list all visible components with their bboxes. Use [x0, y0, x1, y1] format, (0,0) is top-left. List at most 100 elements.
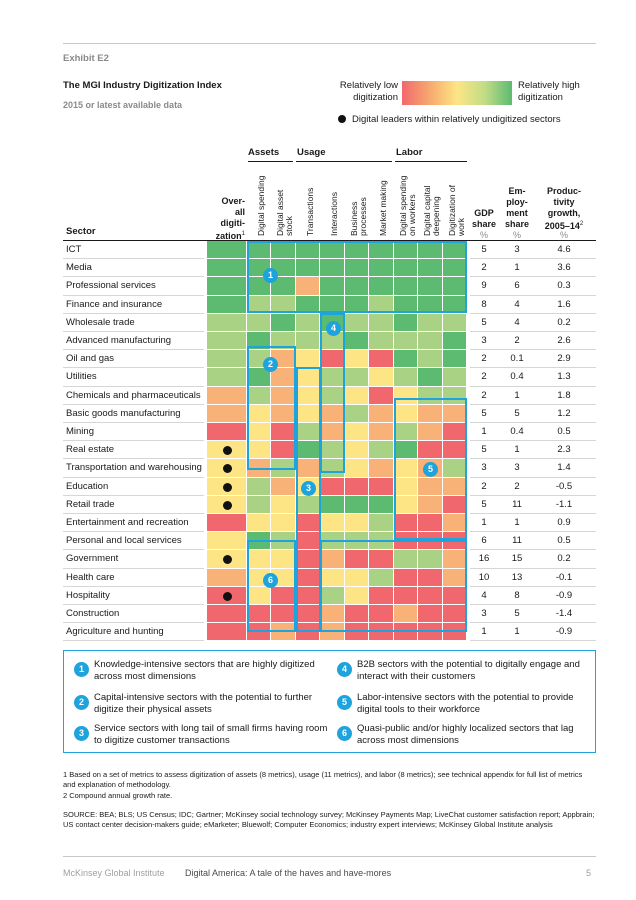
prod-value: 0.5 [557, 426, 571, 437]
highlight-box-6-assets [247, 540, 296, 632]
metric-cell [443, 350, 467, 369]
row-divider [63, 622, 204, 624]
metric-cell [369, 550, 394, 569]
key-badge-4: 4 [337, 662, 352, 677]
header-gdp: GDP share [471, 208, 497, 229]
highlight-box-4 [320, 313, 345, 473]
metric-cell [345, 277, 369, 296]
metric-cell [320, 550, 345, 569]
metric-cell [247, 423, 271, 442]
metric-cell [247, 313, 271, 332]
metric-cell [369, 259, 394, 278]
metric-cell [394, 568, 418, 587]
metric-cell [394, 277, 418, 296]
metric-cell [345, 368, 369, 387]
metric-cell [443, 623, 467, 642]
prod-value: 2.6 [557, 335, 571, 346]
row-divider [63, 531, 204, 533]
overall-digitization-cell [207, 514, 247, 533]
digital-leader-dot-icon [223, 482, 232, 492]
sector-label: Transportation and warehousing [66, 462, 202, 474]
gdp-value: 5 [481, 407, 487, 419]
metric-cell [345, 605, 369, 624]
metric-cell [394, 259, 418, 278]
sector-label: Advanced manufacturing [66, 335, 172, 346]
sector-label: Chemicals and pharmaceuticals [66, 389, 201, 401]
emp-value: 3 [514, 462, 520, 474]
overall-digitization-cell [207, 423, 247, 442]
emp-value: 1 [514, 626, 520, 638]
prod-value: 0.2 [557, 316, 571, 328]
callout-1-badge: 1 [263, 268, 278, 283]
emp-value: 0.4 [510, 371, 524, 383]
metric-cell [369, 423, 394, 442]
overall-digitization-cell [207, 332, 247, 351]
metric-cell [345, 514, 369, 533]
legend-gradient-bar [402, 81, 512, 105]
metric-cell [394, 550, 418, 569]
metric-cell [247, 368, 271, 387]
metric-cell [394, 423, 418, 442]
key-badge-3: 3 [74, 726, 89, 741]
key-item-2: 2 Capital-intensive sectors with the pote… [74, 692, 329, 716]
key-badge-5: 5 [337, 695, 352, 710]
metric-header-7: Digital spending on workers [398, 175, 417, 236]
metric-header-6: Market making [377, 180, 388, 236]
metric-cell [394, 295, 418, 314]
metric-cell [394, 368, 418, 387]
overall-digitization-cell [207, 277, 247, 296]
group-usage-line [296, 161, 392, 162]
row-divider [470, 258, 596, 260]
metric-cell [369, 295, 394, 314]
metric-cell [320, 241, 345, 260]
metric-cell [247, 277, 271, 296]
key-item-1: 1 Knowledge-intensive sectors that are hi… [74, 659, 329, 683]
metric-cell [369, 368, 394, 387]
metric-cell [369, 313, 394, 332]
group-assets: Assets [248, 147, 280, 158]
gdp-value: 10 [478, 571, 490, 583]
gdp-value: 1 [481, 426, 487, 437]
callout-5-badge: 5 [423, 462, 438, 477]
unit-productivity: % [559, 230, 568, 240]
metric-cell [369, 277, 394, 296]
metric-cell [418, 568, 443, 587]
row-divider [470, 622, 596, 624]
sector-label: Wholesale trade [66, 316, 135, 328]
metric-cell [369, 350, 394, 369]
overall-digitization-cell [207, 241, 247, 260]
metric-cell [369, 586, 394, 605]
key-item-3: 3 Service sectors with long tail of small… [74, 723, 329, 747]
row-divider [63, 585, 204, 587]
sector-label: Hospitality [66, 589, 110, 601]
metric-cell [394, 241, 418, 260]
row-divider [63, 331, 204, 332]
emp-value: 11 [512, 498, 522, 510]
metric-cell [418, 550, 443, 569]
footer-report-title: Digital America: A tale of the haves and… [185, 868, 392, 878]
row-divider [470, 331, 596, 332]
overall-digitization-cell [207, 386, 247, 405]
gdp-value: 1 [481, 626, 487, 638]
metric-cell [247, 586, 271, 605]
callout-key-box: 1 Knowledge-intensive sectors that are hi… [63, 650, 596, 753]
gdp-value: 2 [481, 371, 487, 383]
row-divider [470, 513, 596, 514]
key-badge-1: 1 [74, 662, 89, 677]
row-divider [470, 294, 596, 296]
metric-cell [418, 350, 443, 369]
prod-value: -1.1 [555, 498, 573, 510]
row-divider [470, 494, 596, 496]
sector-label: Agriculture and hunting [66, 626, 164, 638]
header-overall: Over-all digiti-zation1 [215, 196, 245, 241]
metric-cell [247, 404, 271, 423]
metric-cell [296, 277, 320, 296]
row-divider [63, 513, 204, 514]
row-divider [470, 403, 596, 405]
sector-label: Government [66, 553, 119, 565]
metric-cell [271, 495, 296, 514]
emp-value: 1 [514, 262, 520, 274]
metric-cell [394, 514, 418, 533]
header-rule [63, 240, 596, 241]
metric-cell [394, 477, 418, 496]
